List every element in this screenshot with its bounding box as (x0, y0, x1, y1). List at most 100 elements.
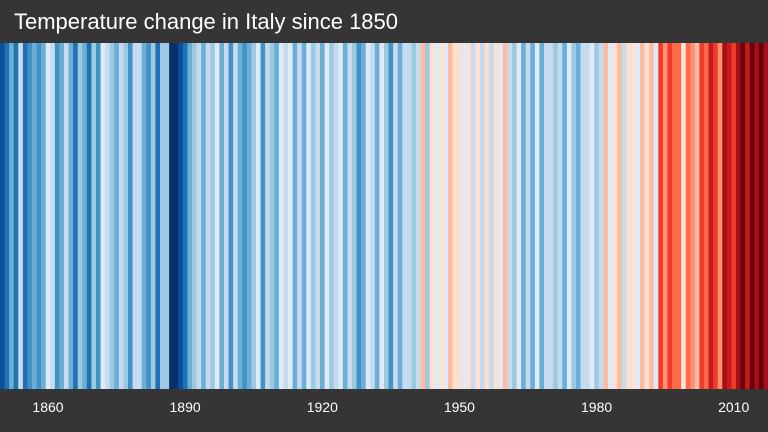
x-tick-label: 1890 (169, 399, 201, 415)
stripe (128, 43, 134, 389)
stripe (749, 43, 755, 389)
chart-title: Temperature change in Italy since 1850 (14, 9, 399, 34)
stripe (630, 43, 637, 389)
stripe (658, 43, 664, 389)
stripe (521, 43, 527, 389)
stripe (237, 43, 243, 389)
stripe (516, 43, 522, 389)
stripe (502, 43, 509, 389)
stripe (54, 43, 61, 389)
stripe (77, 43, 83, 389)
stripe (123, 43, 129, 389)
x-axis: 1860 1890 1920 1950 1980 2010 (0, 389, 768, 432)
stripe (576, 43, 582, 389)
stripe (662, 43, 669, 389)
stripe (379, 43, 385, 389)
stripe (589, 43, 595, 389)
stripe (82, 43, 88, 389)
stripe (361, 43, 367, 389)
stripe (393, 43, 399, 389)
stripe (649, 43, 655, 389)
stripe (36, 43, 42, 389)
stripe (68, 43, 74, 389)
stripe (429, 43, 435, 389)
stripe (731, 43, 737, 389)
stripe (205, 43, 211, 389)
stripe (301, 43, 307, 389)
stripe (329, 43, 335, 389)
warming-stripes (0, 43, 768, 389)
stripe (448, 43, 454, 389)
stripe (214, 43, 221, 389)
stripe (425, 43, 431, 389)
stripe (539, 43, 545, 389)
stripe (722, 43, 728, 389)
stripe (96, 43, 102, 389)
stripe (187, 43, 193, 389)
stripe (256, 43, 262, 389)
stripe (228, 43, 234, 389)
stripe (324, 43, 330, 389)
stripe (544, 43, 550, 389)
stripe (653, 43, 659, 389)
stripe (685, 43, 691, 389)
stripe (704, 43, 710, 389)
stripe (86, 43, 93, 389)
stripe (283, 43, 289, 389)
stripe (100, 43, 106, 389)
stripe (397, 43, 403, 389)
stripe (45, 43, 51, 389)
stripe (745, 43, 751, 389)
stripe (416, 43, 422, 389)
stripe (105, 43, 111, 389)
stripe (457, 43, 463, 389)
stripe (557, 43, 563, 389)
stripe (352, 43, 358, 389)
stripe (192, 43, 198, 389)
stripe (315, 43, 321, 389)
stripe (246, 43, 253, 389)
stripe (635, 43, 641, 389)
stripe (507, 43, 513, 389)
stripe (644, 43, 650, 389)
stripe (493, 43, 499, 389)
stripe (141, 43, 147, 389)
stripe (681, 43, 687, 389)
stripe (278, 43, 285, 389)
stripe (530, 43, 536, 389)
stripe (356, 43, 362, 389)
stripe (73, 43, 79, 389)
stripe (534, 43, 541, 389)
stripe (292, 43, 298, 389)
stripe (118, 43, 125, 389)
stripe (690, 43, 696, 389)
stripe (758, 43, 765, 389)
x-tick-label: 1950 (443, 399, 475, 415)
stripe (32, 43, 38, 389)
stripe (667, 43, 673, 389)
x-tick-label: 1920 (306, 399, 338, 415)
stripe (224, 43, 230, 389)
stripe (288, 43, 294, 389)
stripe (210, 43, 216, 389)
stripe (196, 43, 202, 389)
stripe (219, 43, 225, 389)
stripe (233, 43, 239, 389)
stripe (91, 43, 97, 389)
stripe (525, 43, 531, 389)
stripe (132, 43, 138, 389)
stripe (475, 43, 481, 389)
stripe (18, 43, 24, 389)
stripe (580, 43, 586, 389)
stripe (489, 43, 495, 389)
stripe (0, 43, 6, 389)
stripe (461, 43, 467, 389)
stripe (699, 43, 705, 389)
stripe (434, 43, 440, 389)
stripe (169, 43, 175, 389)
stripe (260, 43, 266, 389)
stripe (150, 43, 157, 389)
stripe (603, 43, 609, 389)
stripe (274, 43, 280, 389)
stripe (297, 43, 303, 389)
